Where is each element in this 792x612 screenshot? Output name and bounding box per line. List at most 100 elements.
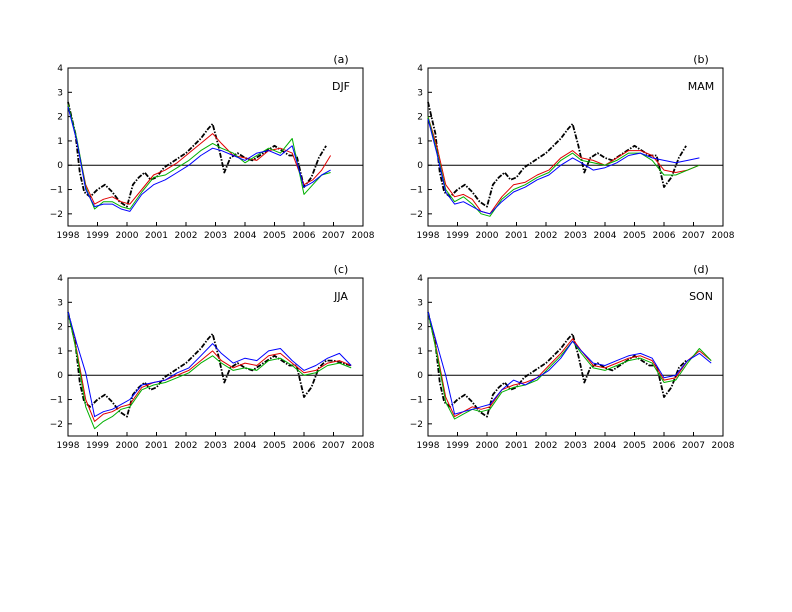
x-tick-label: 2003 bbox=[204, 231, 227, 241]
panel-d: 1998 1999 2000 2001 2002 2003 2004 2005 2006 2007… bbox=[410, 263, 735, 451]
panel-a: 1998 1999 2000 2001 2002 2003 2004 2005 2006 2007… bbox=[50, 53, 375, 241]
x-tick-label: 2007 bbox=[322, 441, 345, 451]
plot-frame bbox=[67, 277, 364, 437]
series-line-2 bbox=[67, 311, 352, 422]
y-tick-label: 2 bbox=[417, 323, 423, 333]
x-tick-label: 2000 bbox=[476, 441, 499, 451]
y-tick-label: 2 bbox=[417, 113, 423, 123]
x-tick-label: 2004 bbox=[594, 441, 617, 451]
x-tick-label: 2000 bbox=[116, 441, 139, 451]
y-tick-label: 1 bbox=[417, 137, 423, 147]
x-tick-label: 2004 bbox=[234, 441, 257, 451]
y-tick-label: 4 bbox=[417, 64, 423, 74]
x-tick-label: 2008 bbox=[352, 441, 375, 451]
series-line-1 bbox=[427, 101, 687, 208]
y-tick-label: −2 bbox=[410, 210, 423, 220]
y-tick-label: 4 bbox=[57, 64, 63, 74]
series-line-3 bbox=[67, 104, 331, 210]
season-label: MAM bbox=[688, 80, 715, 93]
x-tick-label: 2001 bbox=[145, 231, 168, 241]
panel-label: (b) bbox=[693, 53, 709, 66]
panel-label: (c) bbox=[334, 263, 349, 276]
y-tick-label: −1 bbox=[410, 186, 423, 196]
x-tick-label: 2002 bbox=[535, 231, 558, 241]
x-tick-label: 2007 bbox=[682, 441, 705, 451]
x-tick-label: 2005 bbox=[263, 441, 286, 451]
series-line-3 bbox=[427, 311, 712, 420]
series-line-3 bbox=[427, 116, 700, 217]
x-tick-label: 2003 bbox=[564, 231, 587, 241]
y-tick-label: −2 bbox=[50, 420, 63, 430]
x-tick-label: 1999 bbox=[86, 441, 109, 451]
x-tick-label: 1998 bbox=[57, 441, 80, 451]
series-line-1 bbox=[427, 311, 687, 418]
season-label: SON bbox=[689, 290, 713, 303]
x-tick-label: 2004 bbox=[594, 231, 617, 241]
x-tick-label: 2001 bbox=[505, 441, 528, 451]
series-line-2 bbox=[67, 104, 332, 205]
plot-frame bbox=[427, 277, 724, 437]
y-tick-label: 1 bbox=[57, 347, 63, 357]
y-tick-label: 0 bbox=[417, 371, 423, 381]
x-tick-label: 2006 bbox=[293, 231, 316, 241]
series-line-2 bbox=[427, 116, 700, 215]
series-line-4 bbox=[427, 311, 712, 415]
season-label: DJF bbox=[332, 80, 350, 93]
x-tick-label: 2005 bbox=[263, 231, 286, 241]
series-line-3 bbox=[67, 311, 352, 430]
x-tick-label: 2002 bbox=[175, 441, 198, 451]
plot-frame bbox=[427, 67, 724, 227]
panel-label: (d) bbox=[693, 263, 709, 276]
x-tick-label: 2005 bbox=[623, 441, 646, 451]
x-tick-label: 1998 bbox=[57, 231, 80, 241]
x-tick-label: 1999 bbox=[86, 231, 109, 241]
x-tick-label: 2003 bbox=[564, 441, 587, 451]
y-tick-label: 1 bbox=[57, 137, 63, 147]
x-tick-label: 1998 bbox=[417, 231, 440, 241]
x-tick-label: 2007 bbox=[682, 231, 705, 241]
y-tick-label: 0 bbox=[417, 161, 423, 171]
x-tick-label: 2007 bbox=[322, 231, 345, 241]
panel-b: 1998 1999 2000 2001 2002 2003 2004 2005 2006 2007… bbox=[410, 53, 735, 241]
y-tick-label: 1 bbox=[417, 347, 423, 357]
x-tick-label: 1998 bbox=[417, 441, 440, 451]
panel-c: 1998 1999 2000 2001 2002 2003 2004 2005 2006 2007… bbox=[50, 263, 375, 451]
x-tick-label: 2006 bbox=[653, 441, 676, 451]
y-tick-label: 3 bbox=[417, 298, 423, 308]
y-tick-label: 3 bbox=[57, 88, 63, 98]
x-tick-label: 2000 bbox=[476, 231, 499, 241]
plot-frame bbox=[67, 67, 364, 227]
y-tick-label: −2 bbox=[410, 420, 423, 430]
series-line-1 bbox=[67, 101, 327, 208]
x-tick-label: 2008 bbox=[712, 441, 735, 451]
y-tick-label: 2 bbox=[57, 113, 63, 123]
y-tick-label: 4 bbox=[417, 274, 423, 284]
y-tick-label: 0 bbox=[57, 371, 63, 381]
x-tick-label: 2002 bbox=[535, 441, 558, 451]
series-line-1 bbox=[67, 311, 352, 418]
x-tick-label: 2005 bbox=[623, 231, 646, 241]
y-tick-label: 0 bbox=[57, 161, 63, 171]
series-line-4 bbox=[67, 311, 352, 418]
series-line-4 bbox=[427, 118, 700, 215]
y-tick-label: −1 bbox=[50, 396, 63, 406]
series-line-4 bbox=[67, 106, 331, 212]
panel-label: (a) bbox=[333, 53, 348, 66]
y-tick-label: 2 bbox=[57, 323, 63, 333]
y-tick-label: 3 bbox=[57, 298, 63, 308]
x-tick-label: 2006 bbox=[653, 231, 676, 241]
series-line-2 bbox=[427, 311, 712, 418]
y-tick-label: −1 bbox=[410, 396, 423, 406]
y-tick-label: 4 bbox=[57, 274, 63, 284]
x-tick-label: 2008 bbox=[352, 231, 375, 241]
x-tick-label: 2001 bbox=[145, 441, 168, 451]
x-tick-label: 2004 bbox=[234, 231, 257, 241]
x-tick-label: 1999 bbox=[446, 441, 469, 451]
y-tick-label: 3 bbox=[417, 88, 423, 98]
x-tick-label: 2000 bbox=[116, 231, 139, 241]
x-tick-label: 2002 bbox=[175, 231, 198, 241]
x-tick-label: 2006 bbox=[293, 441, 316, 451]
x-tick-label: 2003 bbox=[204, 441, 227, 451]
y-tick-label: −1 bbox=[50, 186, 63, 196]
